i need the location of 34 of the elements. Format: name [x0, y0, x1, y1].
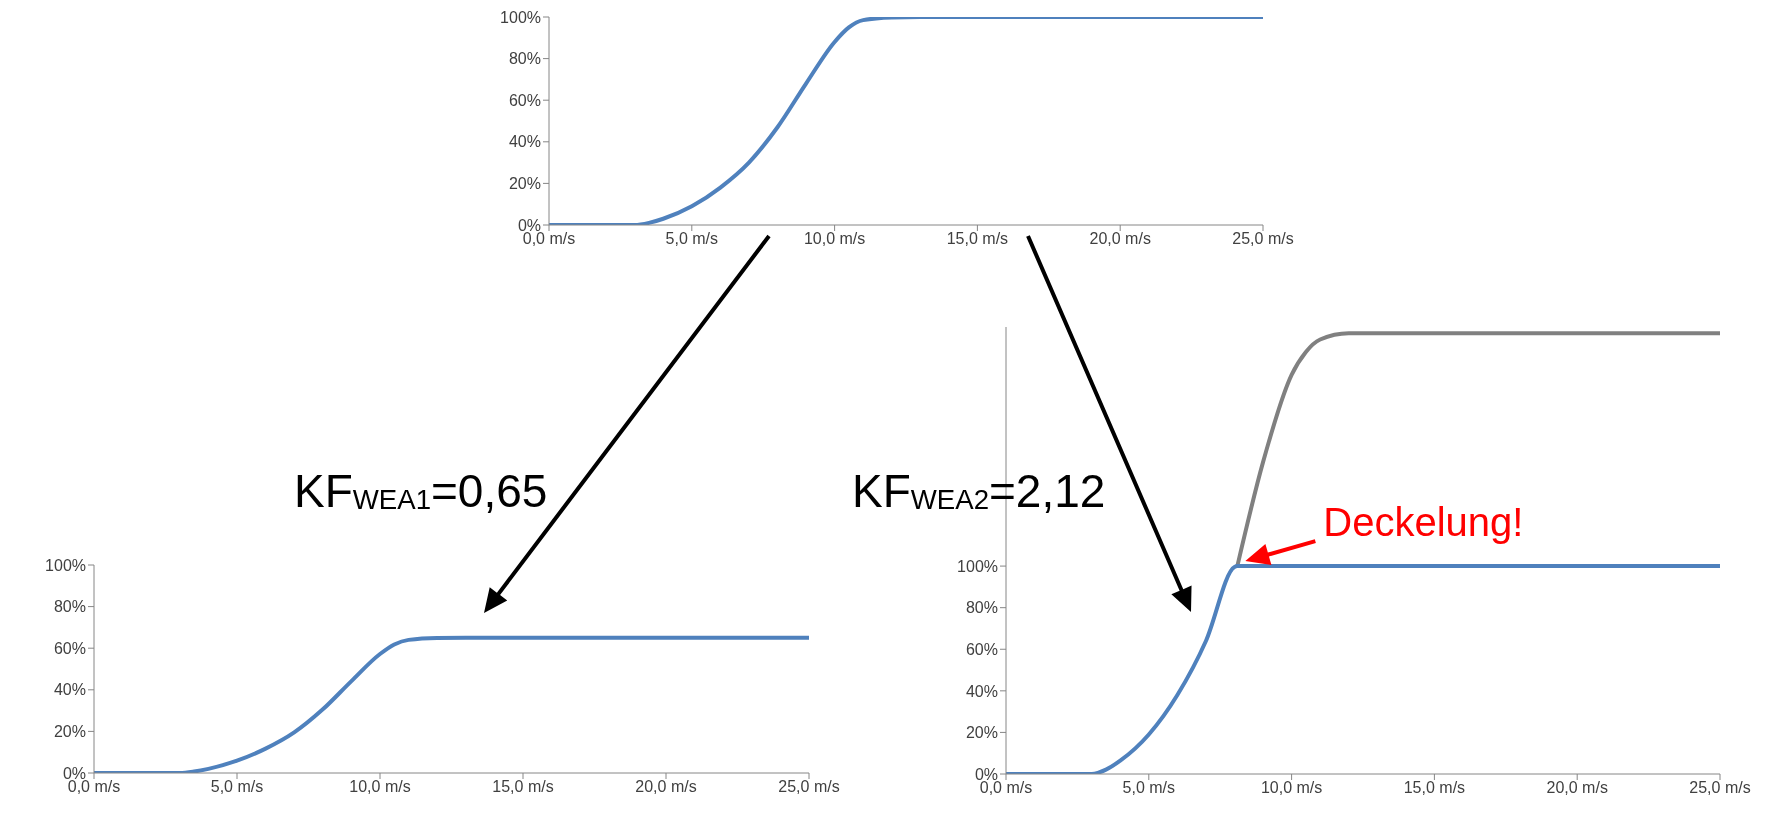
y-tick-label: 80% [965, 599, 998, 617]
x-tick-label: 25,0 m/s [778, 778, 840, 796]
y-tick-label: 80% [508, 50, 541, 68]
x-tick-label: 5,0 m/s [210, 778, 264, 796]
x-tick-label: 15,0 m/s [492, 778, 554, 796]
annotation: Deckelung! [1323, 500, 1524, 545]
y-tick-label: 60% [53, 639, 86, 657]
y-tick-label: 40% [508, 133, 541, 151]
x-tick-label: 5,0 m/s [1122, 779, 1176, 797]
x-tick-label: 0,0 m/s [979, 779, 1033, 797]
x-tick-label: 5,0 m/s [665, 230, 719, 248]
x-tick-label: 0,0 m/s [67, 778, 121, 796]
y-tick-label: 60% [965, 640, 998, 658]
x-tick-label: 20,0 m/s [635, 778, 697, 796]
x-tick-label: 25,0 m/s [1232, 230, 1294, 248]
y-tick-label: 20% [508, 175, 541, 193]
y-tick-label: 100% [45, 556, 86, 574]
x-tick-label: 20,0 m/s [1546, 779, 1608, 797]
x-tick-label: 15,0 m/s [946, 230, 1009, 248]
y-tick-label: 60% [508, 91, 541, 109]
y-tick-label: 80% [53, 598, 86, 616]
y-tick-label: 20% [53, 723, 86, 741]
y-tick-label: 100% [500, 8, 541, 26]
x-tick-label: 25,0 m/s [1689, 779, 1751, 797]
x-tick-label: 10,0 m/s [349, 778, 411, 796]
x-tick-label: 10,0 m/s [803, 230, 866, 248]
x-tick-label: 15,0 m/s [1403, 779, 1466, 797]
x-tick-label: 0,0 m/s [522, 230, 576, 248]
y-tick-label: 100% [957, 557, 998, 575]
x-tick-label: 20,0 m/s [1089, 230, 1151, 248]
x-tick-label: 10,0 m/s [1260, 779, 1323, 797]
y-tick-label: 20% [965, 724, 998, 742]
y-tick-label: 40% [965, 682, 998, 700]
y-tick-label: 40% [53, 681, 86, 699]
